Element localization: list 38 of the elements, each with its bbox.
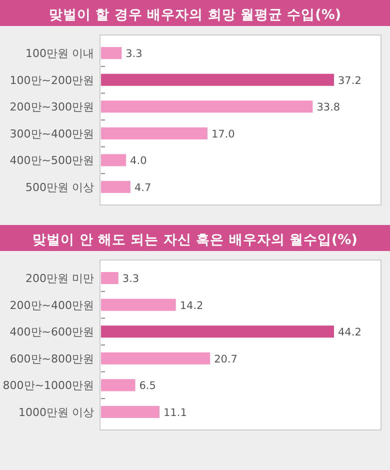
data-label: 3.3 bbox=[126, 48, 142, 60]
data-label: 44.2 bbox=[338, 326, 362, 339]
bar bbox=[101, 298, 176, 311]
y-tick-label: 1000만원 이상 bbox=[18, 406, 94, 419]
y-tick-label: 200만원 미만 bbox=[26, 272, 94, 286]
data-label: 33.8 bbox=[316, 102, 340, 114]
data-label: 14.2 bbox=[180, 300, 204, 312]
bar bbox=[101, 47, 122, 60]
data-label: 11.1 bbox=[164, 406, 187, 419]
data-label: 4.7 bbox=[134, 182, 152, 194]
data-label: 6.5 bbox=[139, 380, 156, 392]
chart-title: 맞벌이 안 해도 되는 자신 혹은 배우자의 월수입(%) bbox=[32, 232, 358, 248]
chart-title: 맞벌이 할 경우 배우자의 희망 월평균 수입(%) bbox=[48, 7, 342, 23]
data-label: 17.0 bbox=[211, 128, 235, 140]
y-tick-label: 300만~400만원 bbox=[10, 127, 94, 140]
bar bbox=[101, 379, 136, 392]
bar bbox=[101, 127, 208, 140]
bar bbox=[101, 326, 334, 338]
bar bbox=[101, 100, 313, 113]
y-tick-label: 400만~600만원 bbox=[10, 326, 94, 339]
data-label: 20.7 bbox=[214, 353, 238, 366]
y-tick-label: 100만~200만원 bbox=[10, 74, 94, 87]
bar bbox=[101, 406, 160, 418]
bar bbox=[101, 352, 210, 364]
bar bbox=[101, 180, 130, 193]
y-tick-label: 600만~800만원 bbox=[10, 352, 94, 366]
y-tick-label: 500만원 이상 bbox=[26, 180, 94, 194]
y-tick-label: 400만~500만원 bbox=[10, 154, 94, 168]
bar bbox=[101, 74, 334, 86]
y-tick-label: 100만원 이내 bbox=[26, 47, 94, 60]
data-label: 4.0 bbox=[130, 155, 147, 168]
y-tick-label: 200만~300만원 bbox=[10, 100, 94, 114]
y-tick-label: 800만~1000만원 bbox=[2, 379, 94, 392]
data-label: 3.3 bbox=[122, 273, 140, 286]
bar bbox=[101, 272, 118, 284]
data-label: 37.2 bbox=[338, 74, 362, 87]
y-tick-label: 200만~400만원 bbox=[10, 298, 94, 312]
bar bbox=[101, 154, 126, 166]
